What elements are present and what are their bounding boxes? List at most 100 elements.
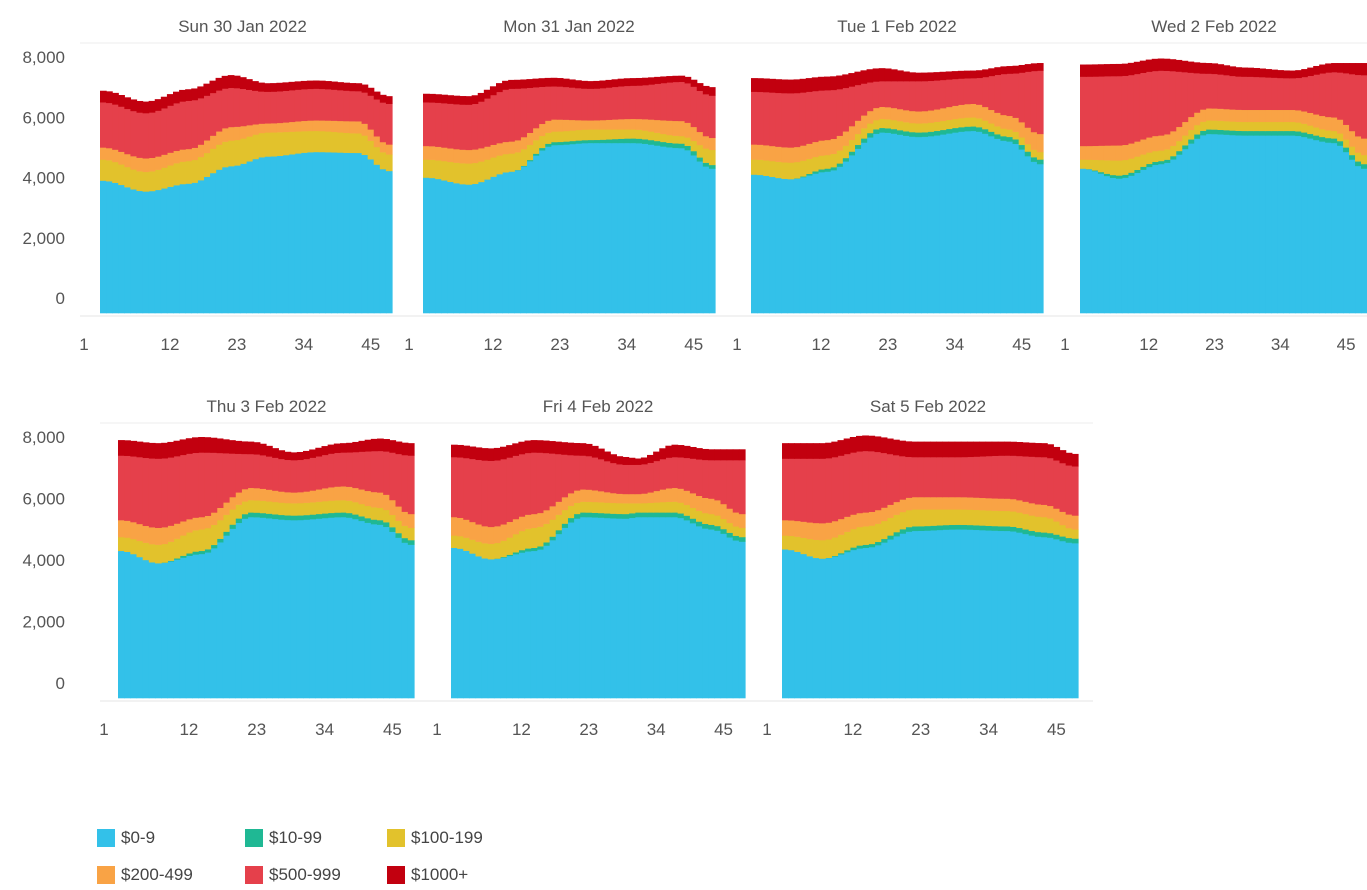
area-segment xyxy=(812,539,820,559)
area-segment xyxy=(321,454,329,489)
area-segment xyxy=(483,159,491,180)
area-segment xyxy=(757,91,764,145)
area-segment xyxy=(1034,516,1042,533)
area-segment xyxy=(1030,70,1038,133)
area-segment xyxy=(349,83,357,92)
area-segment xyxy=(921,81,929,112)
area-segment xyxy=(229,453,236,498)
area-segment xyxy=(811,173,819,314)
area-segment xyxy=(714,530,722,699)
area-segment xyxy=(227,166,235,314)
area-segment xyxy=(960,441,968,458)
area-segment xyxy=(591,457,599,491)
area-segment xyxy=(1004,526,1011,532)
area-segment xyxy=(927,110,935,123)
area-segment xyxy=(599,119,607,130)
legend-item: $500-999 xyxy=(245,863,341,887)
legend-swatch xyxy=(245,866,263,884)
series-5 xyxy=(782,450,1079,524)
area-segment xyxy=(496,174,503,314)
area-segment xyxy=(635,77,643,86)
area-segment xyxy=(714,500,722,516)
area-segment xyxy=(1193,73,1201,113)
area-segment xyxy=(1121,63,1129,76)
area-segment xyxy=(1121,177,1129,314)
area-segment xyxy=(610,502,617,514)
area-segment xyxy=(106,91,113,104)
area-segment xyxy=(142,525,150,543)
area-segment xyxy=(899,440,906,457)
area-segment xyxy=(659,458,666,490)
area-segment xyxy=(284,492,292,504)
area-segment xyxy=(367,140,375,160)
area-segment xyxy=(837,455,845,520)
area-segment xyxy=(1343,147,1350,153)
area-segment xyxy=(957,118,965,128)
area-segment xyxy=(364,522,372,699)
area-segment xyxy=(1199,121,1207,131)
area-segment xyxy=(579,455,587,490)
area-segment xyxy=(379,168,387,314)
area-segment xyxy=(911,441,919,458)
area-segment xyxy=(617,129,625,139)
area-segment xyxy=(333,500,341,513)
area-segment xyxy=(628,503,636,514)
area-segment xyxy=(720,503,728,520)
area-segment xyxy=(593,88,601,121)
area-segment xyxy=(355,133,363,154)
area-segment xyxy=(481,558,489,699)
area-segment xyxy=(247,500,255,513)
area-segment xyxy=(453,183,461,314)
area-segment xyxy=(1115,63,1123,77)
area-segment xyxy=(229,509,236,525)
area-segment xyxy=(654,83,661,121)
area-segment xyxy=(672,147,680,314)
area-segment xyxy=(939,120,947,131)
area-segment xyxy=(1030,157,1038,162)
area-segment xyxy=(799,145,807,161)
area-segment xyxy=(514,170,521,314)
area-segment xyxy=(579,489,587,502)
legend-item: $0-9 xyxy=(97,826,155,850)
area-segment xyxy=(640,493,648,504)
area-segment xyxy=(130,156,138,170)
area-segment xyxy=(849,436,857,453)
area-segment xyxy=(264,156,271,314)
area-segment xyxy=(303,502,310,516)
area-segment xyxy=(258,157,265,314)
area-segment xyxy=(379,102,387,143)
area-segment xyxy=(373,146,381,165)
area-segment xyxy=(508,171,515,314)
area-segment xyxy=(948,509,956,526)
area-segment xyxy=(970,70,977,79)
area-segment xyxy=(628,457,636,465)
area-segment xyxy=(252,81,259,91)
area-segment xyxy=(1010,511,1017,527)
area-segment xyxy=(787,162,795,180)
area-segment xyxy=(556,86,564,120)
area-segment xyxy=(385,96,393,104)
area-segment xyxy=(678,147,686,314)
area-segment xyxy=(1271,109,1278,123)
area-segment xyxy=(367,87,375,96)
area-segment xyxy=(315,489,323,502)
area-segment xyxy=(1041,443,1048,458)
area-segment xyxy=(997,526,1005,532)
area-segment xyxy=(1109,145,1117,161)
area-segment xyxy=(407,455,415,515)
area-segment xyxy=(435,146,442,161)
area-segment xyxy=(930,525,937,531)
area-segment xyxy=(514,140,521,153)
area-segment xyxy=(160,188,168,314)
area-segment xyxy=(1028,515,1036,532)
area-segment xyxy=(1205,73,1213,109)
area-segment xyxy=(1307,125,1314,135)
area-segment xyxy=(278,502,286,516)
area-segment xyxy=(1355,136,1362,153)
area-segment xyxy=(569,87,576,121)
area-segment xyxy=(805,158,813,175)
area-segment xyxy=(1133,73,1141,142)
area-segment xyxy=(222,535,230,699)
area-segment xyxy=(575,143,582,314)
area-segment xyxy=(1145,59,1153,72)
